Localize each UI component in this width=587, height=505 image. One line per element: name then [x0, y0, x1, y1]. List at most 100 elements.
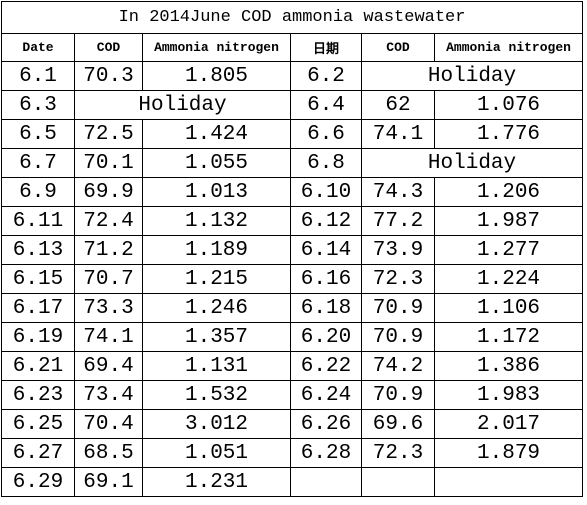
data-row: 6.25 70.4 3.012 6.26 69.6 2.017 [1, 409, 584, 439]
table-body: In 2014June COD ammonia wastewater Date C… [0, 1, 584, 497]
cell: 3.012 [142, 409, 291, 439]
data-row: 6.9 69.9 1.013 6.10 74.3 1.206 [1, 177, 584, 207]
cell: 6.16 [290, 264, 362, 294]
cell: 6.1 [1, 61, 75, 91]
cell: 6.27 [1, 438, 75, 468]
cell: 72.5 [74, 119, 143, 149]
header-cell: COD [74, 33, 143, 62]
cell: 6.12 [290, 206, 362, 236]
cell: 6.17 [1, 293, 75, 323]
data-table: In 2014June COD ammonia wastewater Date C… [0, 1, 584, 497]
header-cell: Date [1, 33, 75, 62]
cell: 6.18 [290, 293, 362, 323]
merged-cell: Holiday [74, 90, 291, 120]
cell: 70.4 [74, 409, 143, 439]
cell: 72.4 [74, 206, 143, 236]
data-row: 6.5 72.5 1.424 6.6 74.1 1.776 [1, 119, 584, 149]
data-row: 6.17 73.3 1.246 6.18 70.9 1.106 [1, 293, 584, 323]
cell: 1.805 [142, 61, 291, 91]
empty-cell [290, 467, 362, 497]
cell: 6.15 [1, 264, 75, 294]
cell: 1.215 [142, 264, 291, 294]
cell: 70.9 [361, 322, 435, 352]
data-row: 6.1 70.3 1.805 6.2 Holiday [1, 61, 584, 91]
cell: 6.24 [290, 380, 362, 410]
cell: 1.983 [433, 380, 584, 410]
table-title: In 2014June COD ammonia wastewater [0, 1, 584, 34]
cell: 1.879 [433, 438, 584, 468]
cell: 1.277 [433, 235, 584, 265]
cell: 73.4 [74, 380, 143, 410]
cell: 1.076 [433, 90, 584, 120]
cell: 1.231 [142, 467, 291, 497]
cell: 69.4 [74, 351, 143, 381]
cell: 1.424 [142, 119, 291, 149]
cell: 77.2 [361, 206, 435, 236]
title-row: In 2014June COD ammonia wastewater [0, 1, 584, 34]
cell: 6.8 [290, 148, 362, 178]
cell: 1.224 [433, 264, 584, 294]
cell: 73.3 [74, 293, 143, 323]
data-row: 6.21 69.4 1.131 6.22 74.2 1.386 [1, 351, 584, 381]
data-row: 6.15 70.7 1.215 6.16 72.3 1.224 [1, 264, 584, 294]
header-cell: 日期 [290, 33, 362, 62]
cell: 6.9 [1, 177, 75, 207]
cell: 6.14 [290, 235, 362, 265]
cell: 6.20 [290, 322, 362, 352]
cell: 6.26 [290, 409, 362, 439]
cell: 1.386 [433, 351, 584, 381]
cell: 1.055 [142, 148, 291, 178]
cell: 6.25 [1, 409, 75, 439]
cell: 72.3 [361, 264, 435, 294]
cell: 6.21 [1, 351, 75, 381]
cell: 62 [361, 90, 435, 120]
cell: 70.3 [74, 61, 143, 91]
cell: 6.28 [290, 438, 362, 468]
cell: 69.6 [361, 409, 435, 439]
cell: 74.3 [361, 177, 435, 207]
data-row: 6.27 68.5 1.051 6.28 72.3 1.879 [1, 438, 584, 468]
cell: 6.13 [1, 235, 75, 265]
cell: 1.013 [142, 177, 291, 207]
cell: 1.357 [142, 322, 291, 352]
cell: 1.189 [142, 235, 291, 265]
empty-cell [361, 467, 435, 497]
cell: 74.2 [361, 351, 435, 381]
cell: 74.1 [361, 119, 435, 149]
cell: 6.29 [1, 467, 75, 497]
cell: 1.246 [142, 293, 291, 323]
cell: 6.7 [1, 148, 75, 178]
cell: 70.1 [74, 148, 143, 178]
header-cell: Ammonia nitrogen [142, 33, 291, 62]
cell: 1.987 [433, 206, 584, 236]
merged-cell: Holiday [360, 148, 584, 178]
cell: 6.3 [1, 90, 75, 120]
empty-cell [433, 467, 584, 497]
data-row: 6.23 73.4 1.532 6.24 70.9 1.983 [1, 380, 584, 410]
data-row: 6.11 72.4 1.132 6.12 77.2 1.987 [1, 206, 584, 236]
cell: 69.1 [74, 467, 143, 497]
cell: 2.017 [433, 409, 584, 439]
data-row: 6.29 69.1 1.231 [1, 467, 584, 497]
data-row: 6.3 Holiday 6.4 62 1.076 [1, 90, 584, 120]
cell: 1.132 [142, 206, 291, 236]
cell: 71.2 [74, 235, 143, 265]
cell: 6.6 [290, 119, 362, 149]
data-row: 6.7 70.1 1.055 6.8 Holiday [1, 148, 584, 178]
header-row: Date COD Ammonia nitrogen 日期 COD Ammonia nitr… [1, 33, 584, 62]
cell: 70.7 [74, 264, 143, 294]
cell: 70.9 [361, 293, 435, 323]
cell: 1.131 [142, 351, 291, 381]
cell: 6.4 [290, 90, 362, 120]
cell: 6.10 [290, 177, 362, 207]
cell: 73.9 [361, 235, 435, 265]
header-cell: COD [361, 33, 435, 62]
cell: 1.776 [433, 119, 584, 149]
cell: 1.051 [142, 438, 291, 468]
cell: 72.3 [361, 438, 435, 468]
cell: 6.23 [1, 380, 75, 410]
data-row: 6.13 71.2 1.189 6.14 73.9 1.277 [1, 235, 584, 265]
cell: 6.5 [1, 119, 75, 149]
